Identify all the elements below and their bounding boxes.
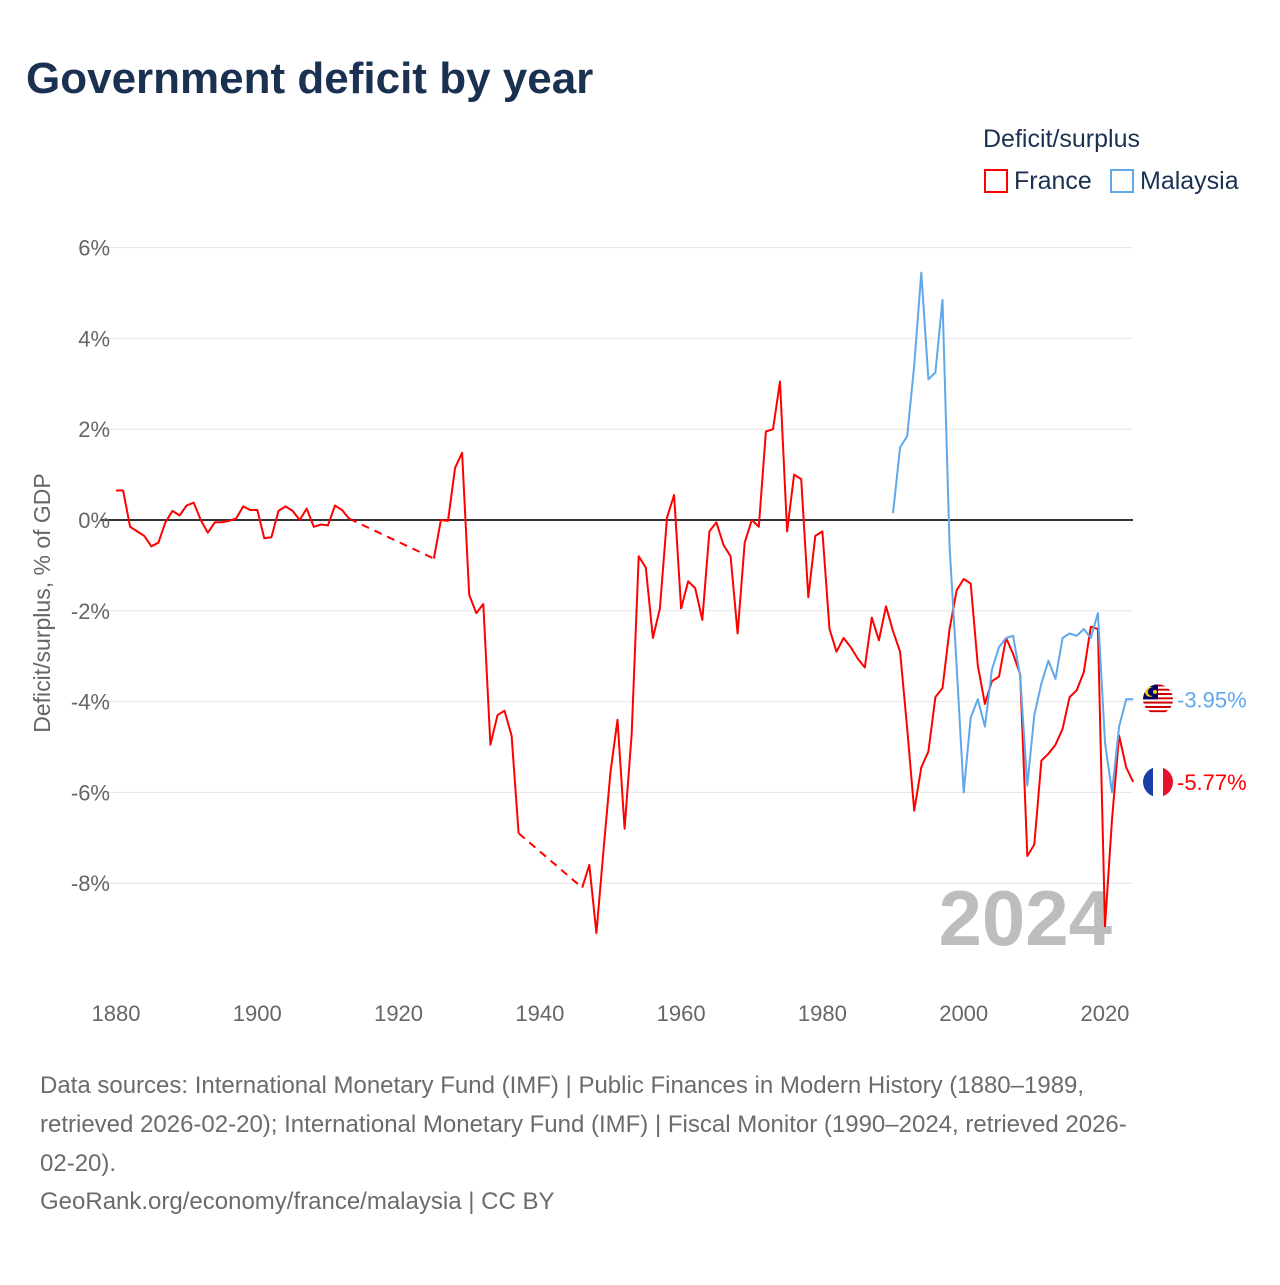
- x-tick-label: 1940: [515, 1001, 564, 1026]
- y-tick-label: 6%: [78, 236, 110, 261]
- y-tick-label: -2%: [71, 599, 110, 624]
- gridlines: [100, 248, 1133, 884]
- legend-item-malaysia[interactable]: Malaysia: [1111, 167, 1239, 195]
- year-watermark: 2024: [938, 874, 1112, 962]
- x-tick-label: 1980: [798, 1001, 847, 1026]
- footer-credit-link[interactable]: GeoRank.org/economy/france/malaysia | CC…: [40, 1188, 554, 1215]
- footer-sources-line1: Data sources: International Monetary Fun…: [40, 1072, 1084, 1099]
- x-tick-label: 2020: [1080, 1001, 1129, 1026]
- malaysia-flag-icon: [1143, 684, 1173, 714]
- legend-title: Deficit/surplus: [983, 125, 1140, 153]
- legend-label-malaysia: Malaysia: [1140, 167, 1239, 195]
- x-tick-label: 1900: [233, 1001, 282, 1026]
- chart-title: Government deficit by year: [26, 54, 593, 103]
- y-axis-label: Deficit/surplus, % of GDP: [29, 473, 55, 732]
- end-labels: -5.77% -3.95%: [1143, 684, 1247, 797]
- malaysia-line: [893, 273, 1133, 793]
- y-tick-label: -8%: [71, 871, 110, 896]
- legend-label-france: France: [1014, 167, 1092, 195]
- x-axis-ticks: 1880 1900 1920 1940 1960 1980 2000 2020: [92, 1001, 1130, 1026]
- footer-sources-line3: 02-20).: [40, 1150, 116, 1177]
- y-tick-label: 2%: [78, 417, 110, 442]
- france-end-value: -5.77%: [1177, 770, 1247, 795]
- y-tick-label: -6%: [71, 780, 110, 805]
- y-tick-label: 4%: [78, 326, 110, 351]
- malaysia-end-value: -3.95%: [1177, 687, 1247, 712]
- series-lines: [116, 273, 1133, 934]
- legend-item-france[interactable]: France: [985, 167, 1092, 195]
- legend-swatch-malaysia: [1111, 170, 1133, 192]
- footer-sources-line2: retrieved 2026-02-20); International Mon…: [40, 1111, 1127, 1138]
- x-tick-label: 1880: [92, 1001, 141, 1026]
- x-tick-label: 2000: [939, 1001, 988, 1026]
- y-axis-ticks: 6% 4% 2% 0% -2% -4% -6% -8%: [71, 236, 110, 897]
- legend-swatch-france: [985, 170, 1007, 192]
- x-tick-label: 1960: [657, 1001, 706, 1026]
- y-tick-label: -4%: [71, 690, 110, 715]
- x-tick-label: 1920: [374, 1001, 423, 1026]
- france-line: [116, 382, 1133, 934]
- france-gap-line: [349, 519, 434, 559]
- france-gap-line: [519, 833, 583, 887]
- y-tick-label: 0%: [78, 508, 110, 533]
- france-flag-icon: [1143, 767, 1173, 797]
